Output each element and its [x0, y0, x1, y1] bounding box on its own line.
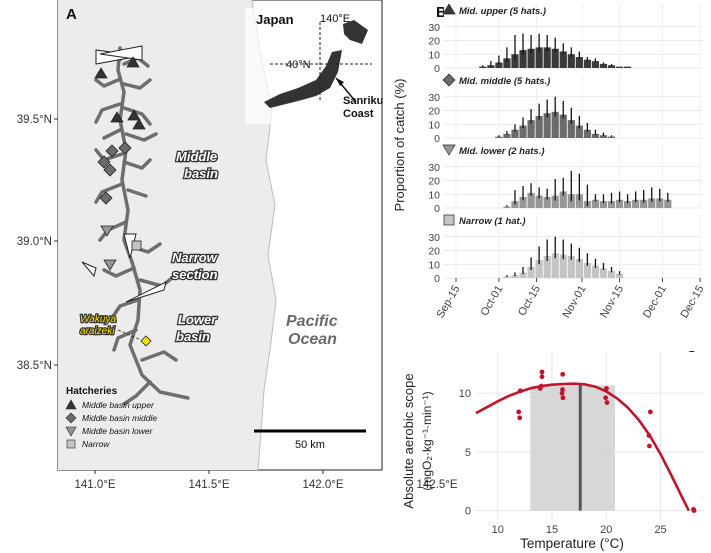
thermal-range-band — [530, 385, 615, 510]
aas-data-point — [518, 388, 523, 393]
aerobic-scope-panel: C Absolute aerobic scope (mgO₂·kg⁻¹·min⁻… — [401, 348, 704, 551]
aas-x-tick: 20 — [600, 524, 612, 536]
panel-a-label: A — [66, 6, 77, 23]
coast-label-line-1: Sanriku — [343, 95, 383, 107]
aas-data-point — [648, 410, 653, 415]
panel-c-y-label-2: (mgO₂·kg⁻¹·min⁻¹) — [420, 391, 434, 490]
aas-data-point — [540, 374, 545, 379]
aas-x-tick: 15 — [546, 524, 558, 536]
inset-lon-label: 140°E — [320, 13, 350, 25]
facet-y-tick: 20 — [428, 36, 440, 48]
legend-symbol-narrow — [67, 440, 75, 448]
ocean-labels: Pacific Ocean — [286, 313, 338, 348]
panel-c-x-label: Temperature (°C) — [520, 536, 624, 551]
facet-y-tick: 10 — [428, 259, 440, 271]
facet-y-tick: 30 — [428, 92, 440, 104]
date-tick-label: Sep-15 — [434, 284, 462, 321]
inset-country-label: Japan — [256, 12, 294, 27]
facet-y-tick: 0 — [434, 273, 440, 285]
aas-data-point — [605, 400, 610, 405]
legend-label-middle: Middle basin middle — [82, 413, 157, 423]
catch-bar — [592, 61, 599, 68]
series-name-label: Mid. lower (2 hats.) — [459, 146, 545, 157]
middle-basin-label-2: basin — [184, 166, 218, 181]
legend-label-narrow: Narrow — [82, 439, 110, 449]
series-name-label: Narrow (1 hat.) — [459, 216, 526, 227]
facet-y-tick: 30 — [428, 232, 440, 244]
date-tick-label: Nov-15 — [598, 284, 626, 321]
aas-y-tick: 5 — [465, 447, 471, 459]
date-tick-label: Dec-01 — [641, 284, 669, 321]
facet-y-tick: 0 — [434, 63, 440, 75]
facet-y-tick: 20 — [428, 246, 440, 258]
facet-y-tick: 20 — [428, 176, 440, 188]
facet-y-tick: 10 — [428, 49, 440, 61]
wakuya-labels: Wakuya araizeki — [80, 314, 116, 337]
catch-bar — [600, 64, 607, 68]
series-name-label: Mid. upper (5 hats.) — [459, 6, 546, 17]
catch-bar — [584, 60, 591, 68]
aas-data-point — [560, 372, 565, 377]
date-tick-label: Nov-01 — [560, 284, 588, 321]
aas-y-tick: 10 — [459, 388, 471, 400]
map-x-tick-2: 141.5°E — [188, 479, 229, 491]
aas-data-point — [604, 386, 609, 391]
aas-data-point — [561, 395, 566, 400]
map-y-tick-2: 39.0°N — [17, 236, 52, 248]
map-y-tick-1: 39.5°N — [17, 114, 52, 126]
aas-data-point — [517, 415, 522, 420]
legend-label-lower: Middle basin lower — [82, 426, 154, 436]
catch-bar — [616, 67, 623, 68]
facet-y-tick: 30 — [428, 22, 440, 34]
map-x-tick-3: 142.0°E — [302, 479, 343, 491]
aas-data-point — [603, 395, 608, 400]
date-tick-label: Oct-15 — [516, 284, 543, 319]
middle-basin-label-1: Middle — [176, 149, 217, 164]
wakuya-label-1: Wakuya — [80, 314, 116, 325]
date-tick-label: Dec-15 — [678, 284, 706, 321]
legend-label-upper: Middle basin upper — [82, 400, 155, 410]
panel-c-y-label-1: Absolute aerobic scope — [401, 373, 416, 508]
aas-data-point — [560, 391, 565, 396]
facet-y-tick: 30 — [428, 162, 440, 174]
aas-x-tick: 25 — [654, 524, 666, 536]
date-tick-label: Oct-01 — [479, 284, 506, 319]
aas-x-tick: 10 — [492, 524, 504, 536]
narrow-section-label-1: Narrow — [172, 250, 218, 265]
aas-data-point — [540, 370, 545, 375]
map-panel: Japan 140°E 40°N Sanriku Coast — [17, 0, 458, 491]
ocean-label-2: Ocean — [288, 331, 337, 348]
map-x-tick-1: 141.0°E — [74, 479, 115, 491]
panel-b-y-label: Proportion of catch (%) — [392, 79, 407, 212]
wakuya-label-2: araizeki — [80, 326, 115, 337]
ocean-label-1: Pacific — [286, 313, 338, 330]
facet-y-tick: 20 — [428, 106, 440, 118]
aas-data-point — [516, 410, 521, 415]
legend-title: Hatcheries — [66, 386, 118, 397]
narrow-section-label-2: section — [172, 267, 218, 282]
coast-label-line-2: Coast — [343, 108, 374, 120]
catch-bar — [624, 67, 631, 68]
catch-proportion-panel: B Proportion of catch (%) 0102030Mid. up… — [392, 4, 707, 320]
scale-bar-label: 50 km — [295, 439, 325, 451]
facet-y-tick: 0 — [434, 203, 440, 215]
map-y-tick-3: 38.5°N — [17, 360, 52, 372]
aas-data-point — [647, 433, 652, 438]
series-name-label: Mid. middle (5 hats.) — [459, 76, 550, 87]
hatchery-narrow-1 — [132, 241, 141, 250]
lower-basin-label-1: Lower — [178, 312, 217, 327]
facet-y-tick: 10 — [428, 189, 440, 201]
series-key-square — [444, 215, 454, 225]
aas-data-point — [647, 444, 652, 449]
aas-y-tick: 0 — [465, 506, 471, 518]
aas-data-point — [538, 386, 543, 391]
inset-lat-label: 40°N — [286, 59, 311, 71]
japan-inset: Japan 140°E 40°N Sanriku Coast — [245, 8, 383, 124]
lower-basin-label-2: basin — [176, 329, 210, 344]
facet-y-tick: 10 — [428, 119, 440, 131]
aas-data-point — [692, 508, 697, 513]
facet-y-tick: 0 — [434, 133, 440, 145]
